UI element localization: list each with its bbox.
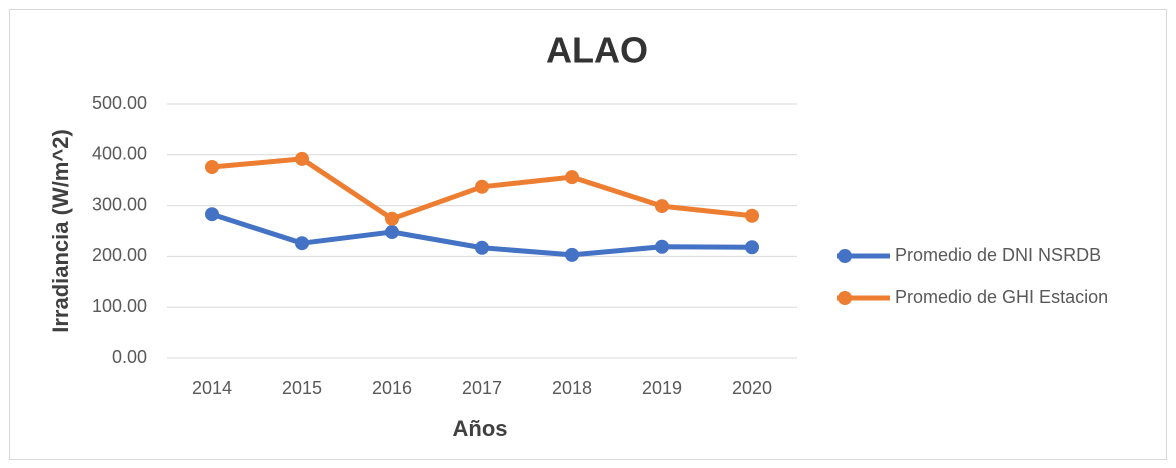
y-tick-label: 300.00	[92, 194, 147, 214]
chart-border	[9, 9, 1167, 460]
legend-label: Promedio de DNI NSRDB	[895, 245, 1101, 265]
x-tick-label: 2014	[192, 378, 232, 398]
legend-marker	[838, 249, 852, 263]
x-tick-label: 2016	[372, 378, 412, 398]
data-point	[205, 207, 219, 222]
data-point	[475, 179, 489, 194]
data-point	[205, 159, 219, 174]
data-point	[295, 236, 309, 251]
y-axis-title: Irradiancia (W/m^2)	[48, 129, 73, 333]
y-tick-label: 0.00	[112, 347, 147, 367]
data-point	[385, 225, 399, 240]
data-point	[745, 240, 759, 255]
data-point	[655, 239, 669, 254]
x-axis-title: Años	[453, 416, 508, 441]
x-tick-label: 2017	[462, 378, 502, 398]
x-tick-label: 2018	[552, 378, 592, 398]
y-tick-label: 400.00	[92, 144, 147, 164]
x-tick-label: 2015	[282, 378, 322, 398]
data-point	[475, 240, 489, 255]
x-tick-label: 2020	[732, 378, 772, 398]
y-tick-label: 200.00	[92, 245, 147, 265]
data-point	[655, 199, 669, 214]
data-point	[565, 247, 579, 262]
legend-label: Promedio de GHI Estacion	[895, 287, 1108, 307]
chart-title: ALAO	[546, 30, 648, 71]
legend-marker	[838, 291, 852, 305]
data-point	[745, 208, 759, 223]
y-tick-label: 100.00	[92, 296, 147, 316]
data-point	[385, 211, 399, 226]
x-tick-label: 2019	[642, 378, 682, 398]
data-point	[295, 151, 309, 166]
data-point	[565, 170, 579, 185]
y-tick-label: 500.00	[92, 93, 147, 113]
